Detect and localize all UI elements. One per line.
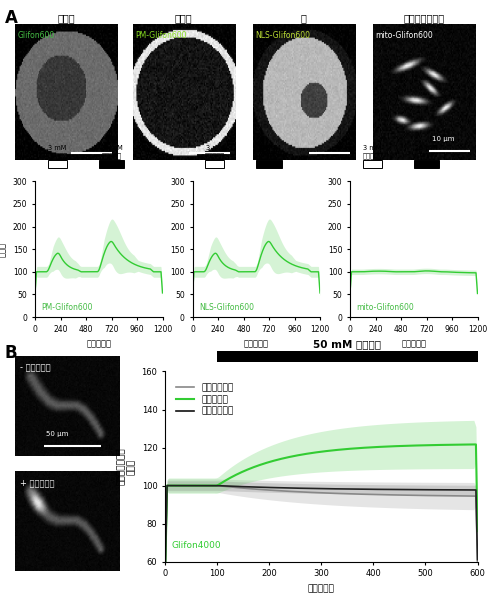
Text: 25 mM
グルコース: 25 mM グルコース <box>100 145 123 159</box>
Bar <box>217 352 477 362</box>
Text: PM-Glifon600: PM-Glifon600 <box>42 303 93 312</box>
Bar <box>414 160 440 167</box>
Title: 細胞膜: 細胞膜 <box>175 13 192 24</box>
Text: NLS-Glifon600: NLS-Glifon600 <box>199 303 254 312</box>
X-axis label: 時間（秒）: 時間（秒） <box>401 339 426 349</box>
Text: Glifon600: Glifon600 <box>18 31 56 40</box>
Text: 25 mM
グルコース: 25 mM グルコース <box>258 145 280 159</box>
Y-axis label: 蛍光輝度変化率
（％）: 蛍光輝度変化率 （％） <box>0 232 7 266</box>
Text: A: A <box>5 9 18 27</box>
X-axis label: 時間（秒）: 時間（秒） <box>308 584 334 593</box>
Title: 核: 核 <box>301 13 306 24</box>
Legend: コントロール, グルコース, フルクトース: コントロール, グルコース, フルクトース <box>172 380 238 419</box>
Bar <box>363 160 382 167</box>
Text: B: B <box>5 344 18 362</box>
Text: PM-Glifon600: PM-Glifon600 <box>136 31 187 40</box>
Title: 細胞質: 細胞質 <box>58 13 75 24</box>
Text: 50 mM 刺激溶液: 50 mM 刺激溶液 <box>314 339 382 350</box>
X-axis label: 時間（秒）: 時間（秒） <box>244 339 269 349</box>
Text: 10 μm: 10 μm <box>432 137 454 143</box>
Text: Glifon4000: Glifon4000 <box>171 541 221 550</box>
X-axis label: 時間（秒）: 時間（秒） <box>86 339 111 349</box>
Text: + グルコース: + グルコース <box>20 478 55 487</box>
Bar <box>206 160 225 167</box>
Y-axis label: 蛍光輝度変化率
（％）: 蛍光輝度変化率 （％） <box>116 448 136 486</box>
Text: 3 mM
グルコース: 3 mM グルコース <box>48 145 68 159</box>
Bar <box>99 160 124 167</box>
Text: NLS-Glifon600: NLS-Glifon600 <box>256 31 310 40</box>
Bar <box>48 160 67 167</box>
Text: 25 mM
グルコース: 25 mM グルコース <box>415 145 438 159</box>
Text: - グルコース: - グルコース <box>20 364 51 372</box>
Bar <box>256 160 282 167</box>
Title: ミトコンドリア: ミトコンドリア <box>403 13 444 24</box>
Text: 3 mM
グルコース: 3 mM グルコース <box>362 145 382 159</box>
Text: 50 μm: 50 μm <box>46 431 69 437</box>
Text: mito-Glifon600: mito-Glifon600 <box>376 31 434 40</box>
Text: mito-Glifon600: mito-Glifon600 <box>356 303 414 312</box>
Text: 3 mM
グルコース: 3 mM グルコース <box>205 145 225 159</box>
